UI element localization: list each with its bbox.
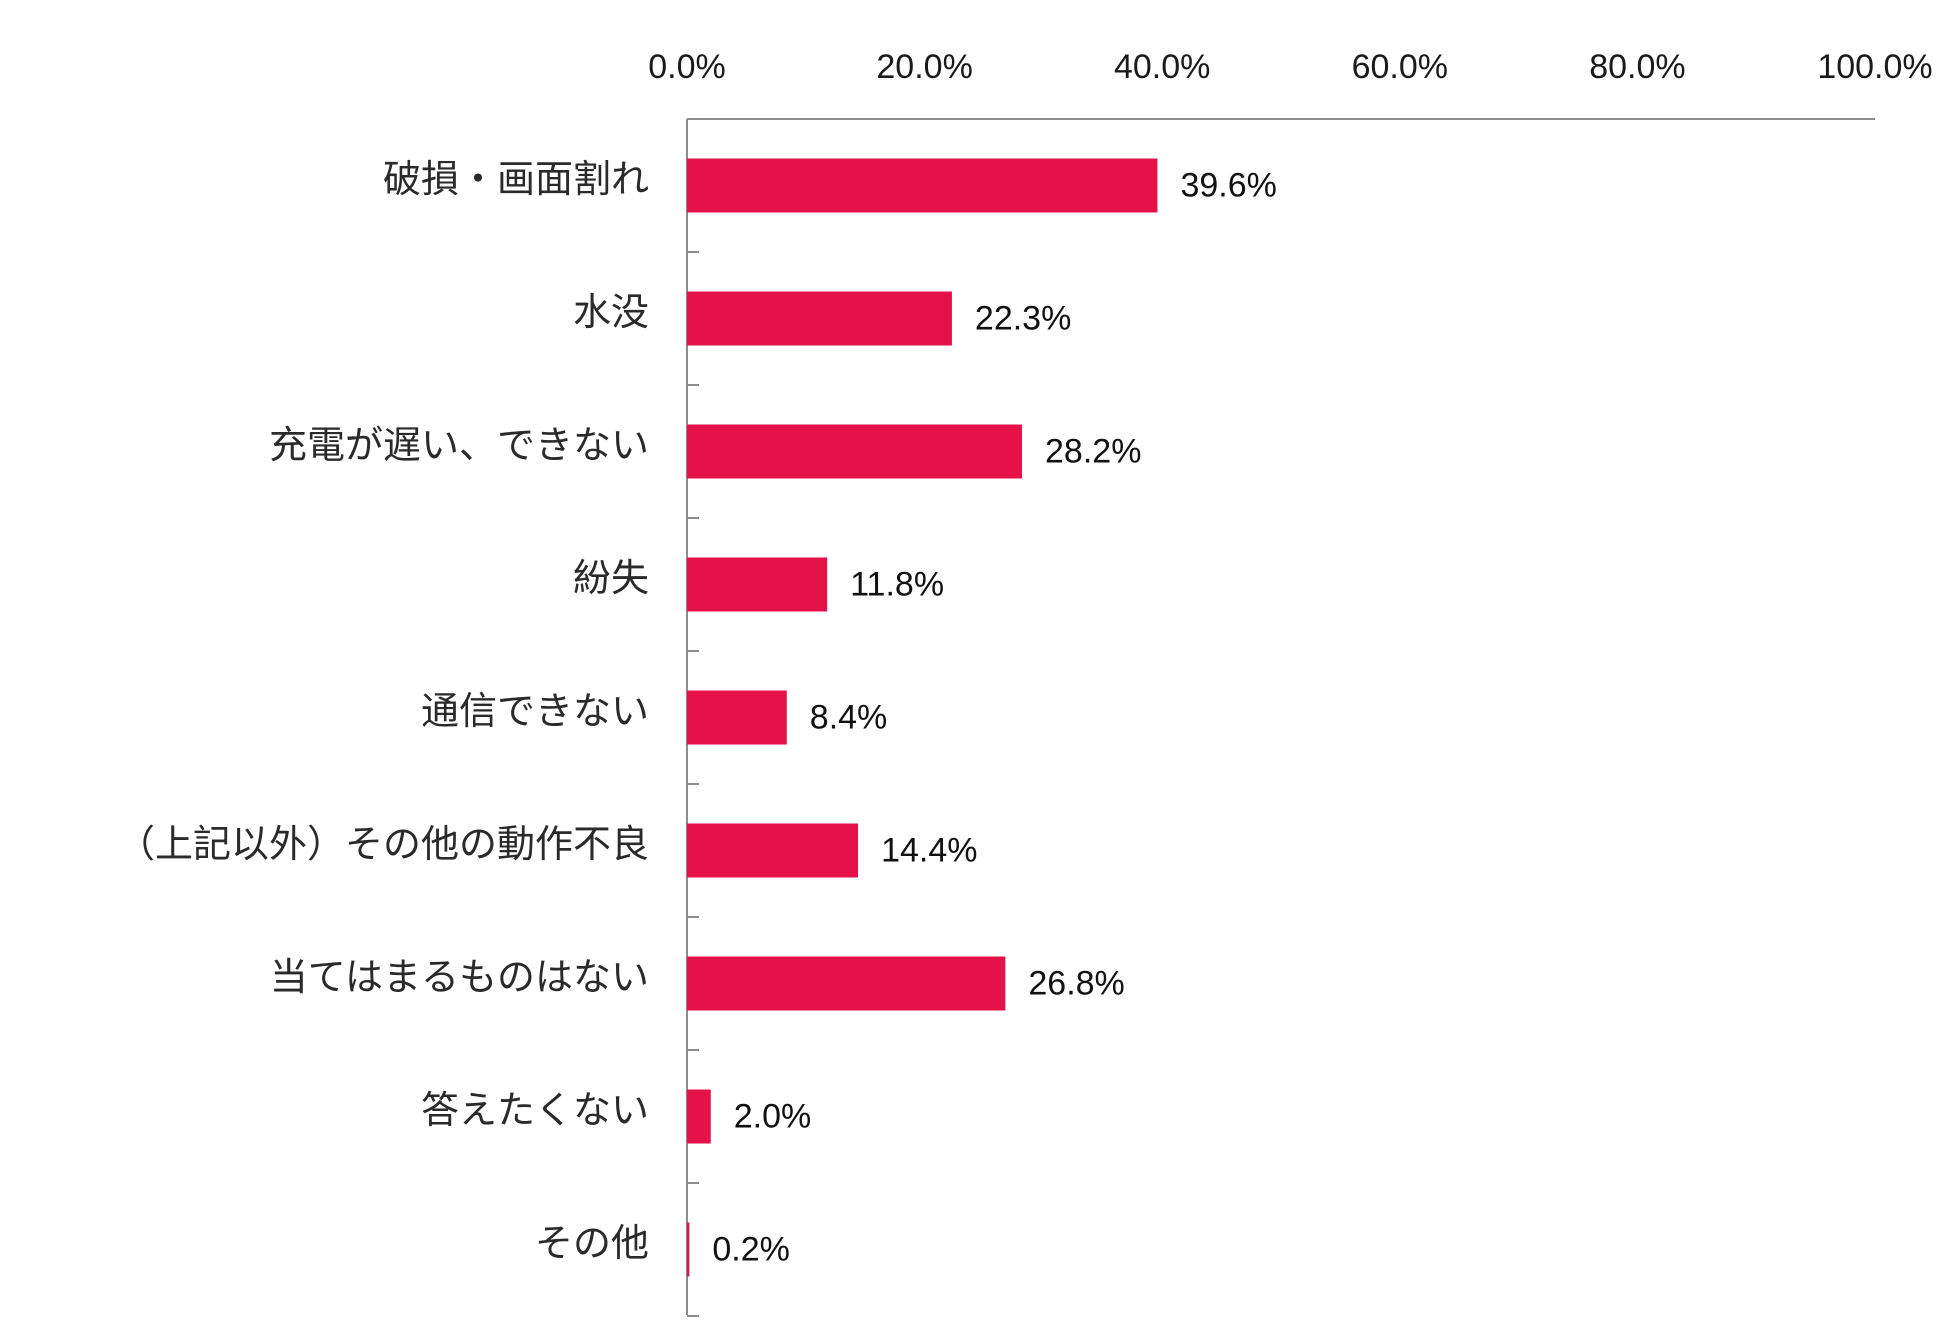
bar xyxy=(687,1089,711,1144)
bar xyxy=(687,158,1158,213)
x-tick-label: 20.0% xyxy=(876,48,972,86)
bar xyxy=(687,690,787,745)
bar xyxy=(687,1222,690,1277)
category-label: 当てはまるものはない xyxy=(270,955,649,999)
bar xyxy=(687,557,828,612)
data-label: 39.6% xyxy=(1180,166,1276,204)
axis-layer: 0.0% 20.0% 40.0% 60.0% 80.0% 100.0% xyxy=(648,48,1933,1317)
category-label: 充電が遅い、できない xyxy=(269,423,649,467)
data-label: 0.2% xyxy=(712,1230,790,1268)
bar xyxy=(687,956,1006,1011)
category-label: 紛失 xyxy=(573,556,649,600)
label-layer: 破損・画面割れ 39.6% 水没 22.3% 充電が遅い、できない 28.2% 紛失 11.8… xyxy=(117,157,1277,1268)
category-label: 破損・画面割れ xyxy=(383,157,649,201)
category-label: （上記以外）その他の動作不良 xyxy=(117,822,649,866)
category-label: 水没 xyxy=(573,290,649,334)
category-label: その他 xyxy=(535,1221,649,1265)
data-label: 22.3% xyxy=(975,299,1071,337)
data-label: 26.8% xyxy=(1028,964,1124,1002)
category-label: 答えたくない xyxy=(421,1088,649,1132)
x-tick-label: 80.0% xyxy=(1589,48,1685,86)
x-tick-label: 60.0% xyxy=(1352,48,1448,86)
category-label: 通信できない xyxy=(421,689,649,733)
x-tick-label: 100.0% xyxy=(1817,48,1932,86)
data-label: 2.0% xyxy=(734,1097,812,1135)
bar xyxy=(687,823,859,878)
data-label: 8.4% xyxy=(810,698,888,736)
bar xyxy=(687,424,1023,479)
x-tick-label: 40.0% xyxy=(1114,48,1210,86)
data-label: 28.2% xyxy=(1045,432,1141,470)
x-tick-label: 0.0% xyxy=(648,48,726,86)
data-label: 14.4% xyxy=(881,831,977,869)
bar xyxy=(687,291,952,346)
data-label: 11.8% xyxy=(850,565,944,603)
bar-layer xyxy=(687,158,1158,1277)
